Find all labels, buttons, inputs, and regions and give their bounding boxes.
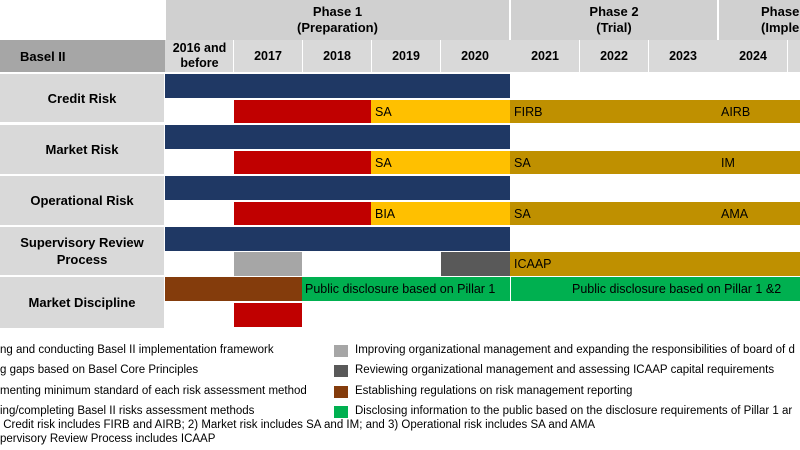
credit-firb-bar: FIRB: [510, 100, 717, 123]
md-reporting-regulation-bar: [165, 277, 302, 301]
market-sa-trial-bar: SA: [510, 151, 717, 174]
year-2020: 2020: [441, 40, 509, 72]
legend-item-icaap: Reviewing organizational management and …: [355, 364, 775, 376]
credit-framework-bar: [165, 74, 510, 98]
legend-item-disclosure: Disclosing information to the public bas…: [355, 405, 793, 417]
year-2018: 2018: [303, 40, 371, 72]
phase2-header: Phase 2 (Trial): [511, 0, 717, 40]
phase2-subtitle: (Trial): [596, 20, 632, 35]
note-srp: pervisory Review Process includes ICAAP: [0, 433, 216, 445]
dark-gray-square-icon: [334, 365, 348, 377]
market-gap-bar: [234, 151, 371, 174]
phase3-header: Phase (Implemen: [719, 0, 800, 40]
phase1-header: Phase 1 (Preparation): [166, 0, 509, 40]
note-risk-methods: Credit risk includes FIRB and AIRB; 2) M…: [0, 419, 596, 431]
year-2021: 2021: [511, 40, 579, 72]
market-framework-bar: [165, 125, 510, 149]
light-gray-square-icon: [334, 345, 348, 357]
row-supervisory-review-process: Supervisory Review Process: [0, 227, 164, 275]
op-gap-bar: [234, 202, 371, 225]
legend-item-assessment-methods: ing/completing Basel II risks assessment…: [0, 405, 255, 417]
market-sa-bar: SA: [371, 151, 510, 174]
md-pillar1-bar: Public disclosure based on Pillar 1: [302, 277, 510, 301]
credit-sa-bar: SA: [371, 100, 510, 123]
brown-square-icon: [334, 386, 348, 398]
year-2024: 2024: [719, 40, 787, 72]
year-2022: 2022: [580, 40, 648, 72]
srp-icaap-bar: ICAAP: [510, 252, 800, 276]
credit-gap-bar: [234, 100, 371, 123]
year-2019: 2019: [372, 40, 440, 72]
legend-item-gaps: g gaps based on Basel Core Principles: [0, 364, 199, 376]
phase1-subtitle: (Preparation): [297, 20, 378, 35]
row-market-risk: Market Risk: [0, 125, 164, 174]
srp-icaap-review-bar: [441, 252, 510, 276]
md-pillar12-bar: Public disclosure based on Pillar 1 &2: [511, 277, 800, 301]
phase3-title: Phase: [761, 4, 800, 19]
phase3-subtitle: (Implemen: [761, 20, 800, 35]
op-bia-bar: BIA: [371, 202, 510, 225]
basel-ii-corner-label: Basel II: [0, 40, 165, 72]
row-operational-risk: Operational Risk: [0, 176, 164, 225]
green-square-icon: [334, 406, 348, 418]
srp-org-management-bar: [234, 252, 302, 276]
phase1-title: Phase 1: [312, 4, 363, 19]
md-gap-bar: [234, 303, 302, 327]
phase2-title: Phase 2: [589, 4, 639, 19]
legend-item-framework: ng and conducting Basel II implementatio…: [0, 344, 274, 356]
legend-item-reporting: Establishing regulations on risk managem…: [355, 385, 633, 397]
row-credit-risk: Credit Risk: [0, 74, 164, 122]
year-2023: 2023: [649, 40, 717, 72]
year-2016-before: 2016 and before: [166, 40, 233, 72]
credit-airb-bar: AIRB: [717, 100, 800, 123]
legend-item-min-standard: menting minimum standard of each risk as…: [0, 385, 307, 397]
op-sa-bar: SA: [510, 202, 717, 225]
year-2017: 2017: [234, 40, 302, 72]
srp-framework-bar: [165, 227, 510, 251]
row-market-discipline: Market Discipline: [0, 277, 164, 328]
market-im-bar: IM: [717, 151, 800, 174]
op-ama-bar: AMA: [717, 202, 800, 225]
op-framework-bar: [165, 176, 510, 200]
legend-item-org-management: Improving organizational management and …: [355, 344, 795, 356]
